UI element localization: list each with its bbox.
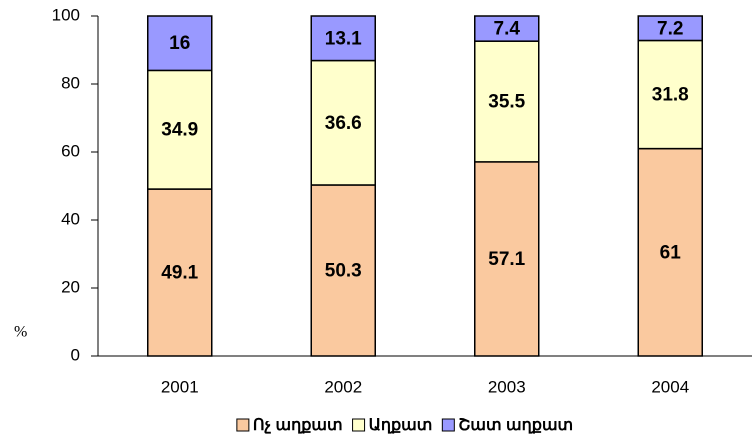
bar-segment — [637, 39, 703, 150]
bar-segment — [147, 15, 213, 72]
data-label: 49.1 — [161, 263, 198, 284]
bar-segment — [637, 15, 703, 42]
legend-item: Շատ աղքատ — [441, 417, 573, 434]
y-tick-label: 80 — [61, 73, 80, 92]
legend-swatch — [352, 418, 366, 432]
data-label: 31.8 — [652, 85, 689, 106]
y-tick-label: 0 — [71, 345, 80, 364]
data-label: 34.9 — [161, 120, 198, 141]
legend-item: Աղքատ — [352, 417, 433, 434]
data-label: 13.1 — [325, 28, 362, 49]
y-tick-label: 40 — [61, 209, 80, 228]
data-label: 7.4 — [494, 19, 521, 40]
bar-segment — [474, 40, 540, 163]
bar-segment — [310, 15, 376, 62]
legend-label: Աղքատ — [369, 417, 433, 434]
legend-label: Ոչ աղքատ — [253, 417, 343, 434]
y-tick-label: 60 — [61, 141, 80, 160]
data-label: 57.1 — [488, 249, 525, 270]
y-tick-label: 100 — [52, 5, 80, 24]
y-axis-label: % — [14, 324, 27, 341]
bar-segment — [474, 15, 540, 42]
x-tick-label: 2002 — [324, 377, 362, 396]
legend-swatch — [236, 418, 250, 432]
x-tick-label: 2004 — [651, 377, 689, 396]
data-label: 35.5 — [488, 92, 525, 113]
y-tick-label: 20 — [61, 277, 80, 296]
legend-item: Ոչ աղքատ — [236, 417, 343, 434]
bar-segment — [637, 147, 703, 357]
data-label: 61 — [660, 242, 682, 263]
legend-label: Շատ աղքատ — [458, 417, 573, 434]
bar-segment — [147, 69, 213, 190]
legend-swatch — [441, 418, 455, 432]
data-label: 50.3 — [325, 261, 362, 282]
bar-segment — [310, 59, 376, 186]
x-tick-label: 2001 — [161, 377, 199, 396]
x-tick-label: 2003 — [488, 377, 526, 396]
data-label: 36.6 — [325, 113, 362, 134]
data-label: 16 — [169, 33, 190, 54]
data-label: 7.2 — [657, 18, 683, 39]
bar-segment — [474, 161, 540, 357]
